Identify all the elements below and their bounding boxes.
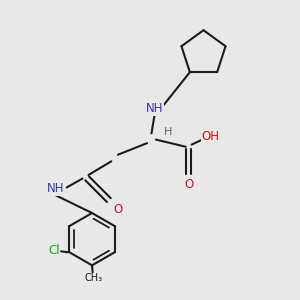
Text: O: O <box>184 178 193 191</box>
Text: O: O <box>114 203 123 216</box>
Text: CH₃: CH₃ <box>84 273 102 283</box>
Text: NH: NH <box>47 182 64 195</box>
Text: H: H <box>164 127 172 137</box>
Text: Cl: Cl <box>48 244 60 257</box>
Text: OH: OH <box>201 130 219 143</box>
Text: NH: NH <box>146 103 163 116</box>
